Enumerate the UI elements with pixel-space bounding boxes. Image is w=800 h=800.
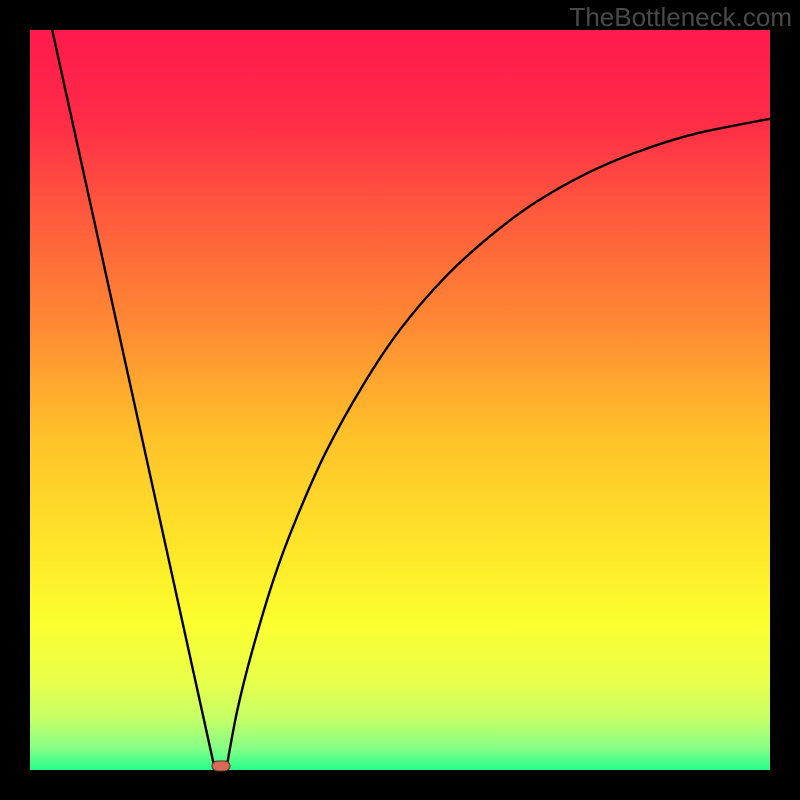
optimum-marker-shape bbox=[212, 761, 230, 771]
chart-frame: TheBottleneck.com bbox=[0, 0, 800, 800]
curve-right-segment bbox=[226, 119, 770, 770]
curve-left-segment bbox=[52, 30, 215, 770]
plot-area bbox=[30, 30, 770, 770]
optimum-marker bbox=[211, 760, 230, 771]
watermark-text: TheBottleneck.com bbox=[569, 2, 792, 33]
chart-svg bbox=[30, 30, 770, 770]
